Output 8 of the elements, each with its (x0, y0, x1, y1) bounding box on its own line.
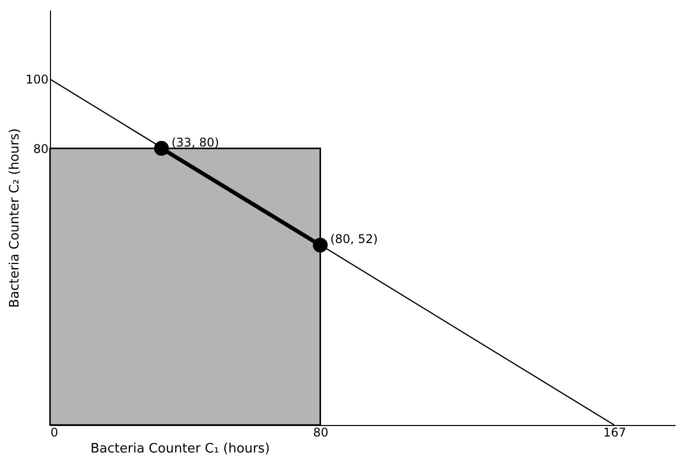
annotation: (80, 52) (330, 232, 378, 246)
annotation: (33, 80) (171, 135, 220, 150)
x-tick-label: 0 (50, 426, 58, 440)
x-tick-label: 167 (603, 426, 626, 440)
y-tick-label: 100 (26, 72, 48, 87)
y-axis-title: Bacteria Counter C₂ (hours) (8, 128, 23, 308)
x-tick-label: 80 (313, 426, 328, 440)
x-axis-title: Bacteria Counter C₁ (hours) (90, 442, 270, 456)
